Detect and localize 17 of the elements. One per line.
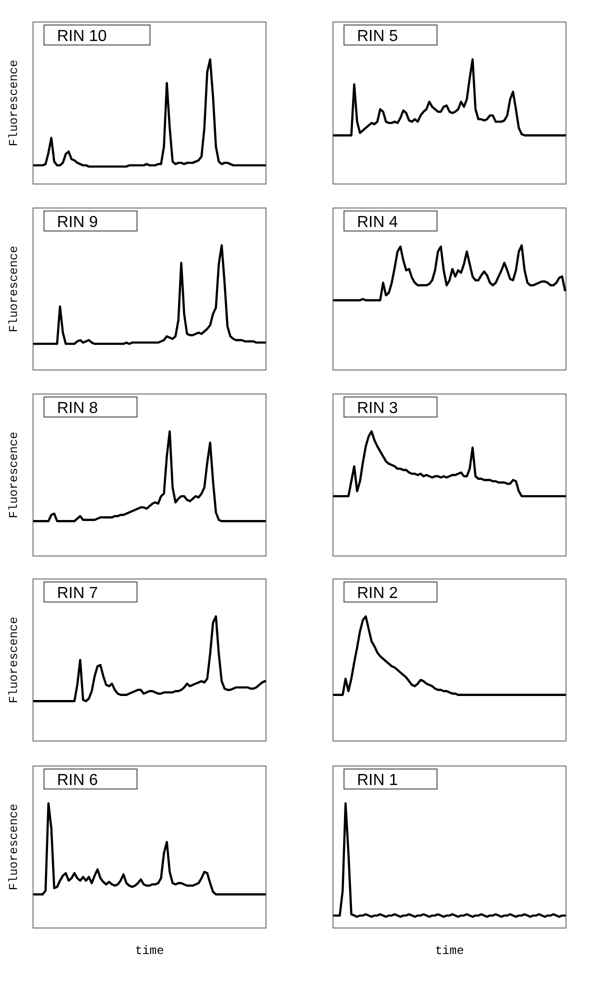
y-axis-title: Fluorescence [7, 616, 21, 704]
chart-title: RIN 2 [357, 585, 398, 602]
chart-title: RIN 6 [57, 772, 98, 789]
y-axis-title: Fluorescence [7, 804, 21, 890]
chart-title: RIN 8 [57, 400, 98, 417]
chart-title: RIN 9 [57, 214, 98, 231]
chart-title: RIN 5 [357, 28, 398, 45]
x-axis-title: time [135, 944, 164, 958]
y-axis-title: Fluorescence [7, 60, 21, 146]
chart-title: RIN 7 [57, 585, 98, 602]
chart-title: RIN 3 [357, 400, 398, 417]
x-axis-title: time [435, 944, 464, 958]
chart-title: RIN 1 [357, 772, 398, 789]
chart-title: RIN 10 [57, 28, 107, 45]
chart-title: RIN 4 [357, 214, 398, 231]
y-axis-title: Fluorescence [7, 432, 21, 518]
y-axis-title: Fluorescence [7, 246, 21, 332]
